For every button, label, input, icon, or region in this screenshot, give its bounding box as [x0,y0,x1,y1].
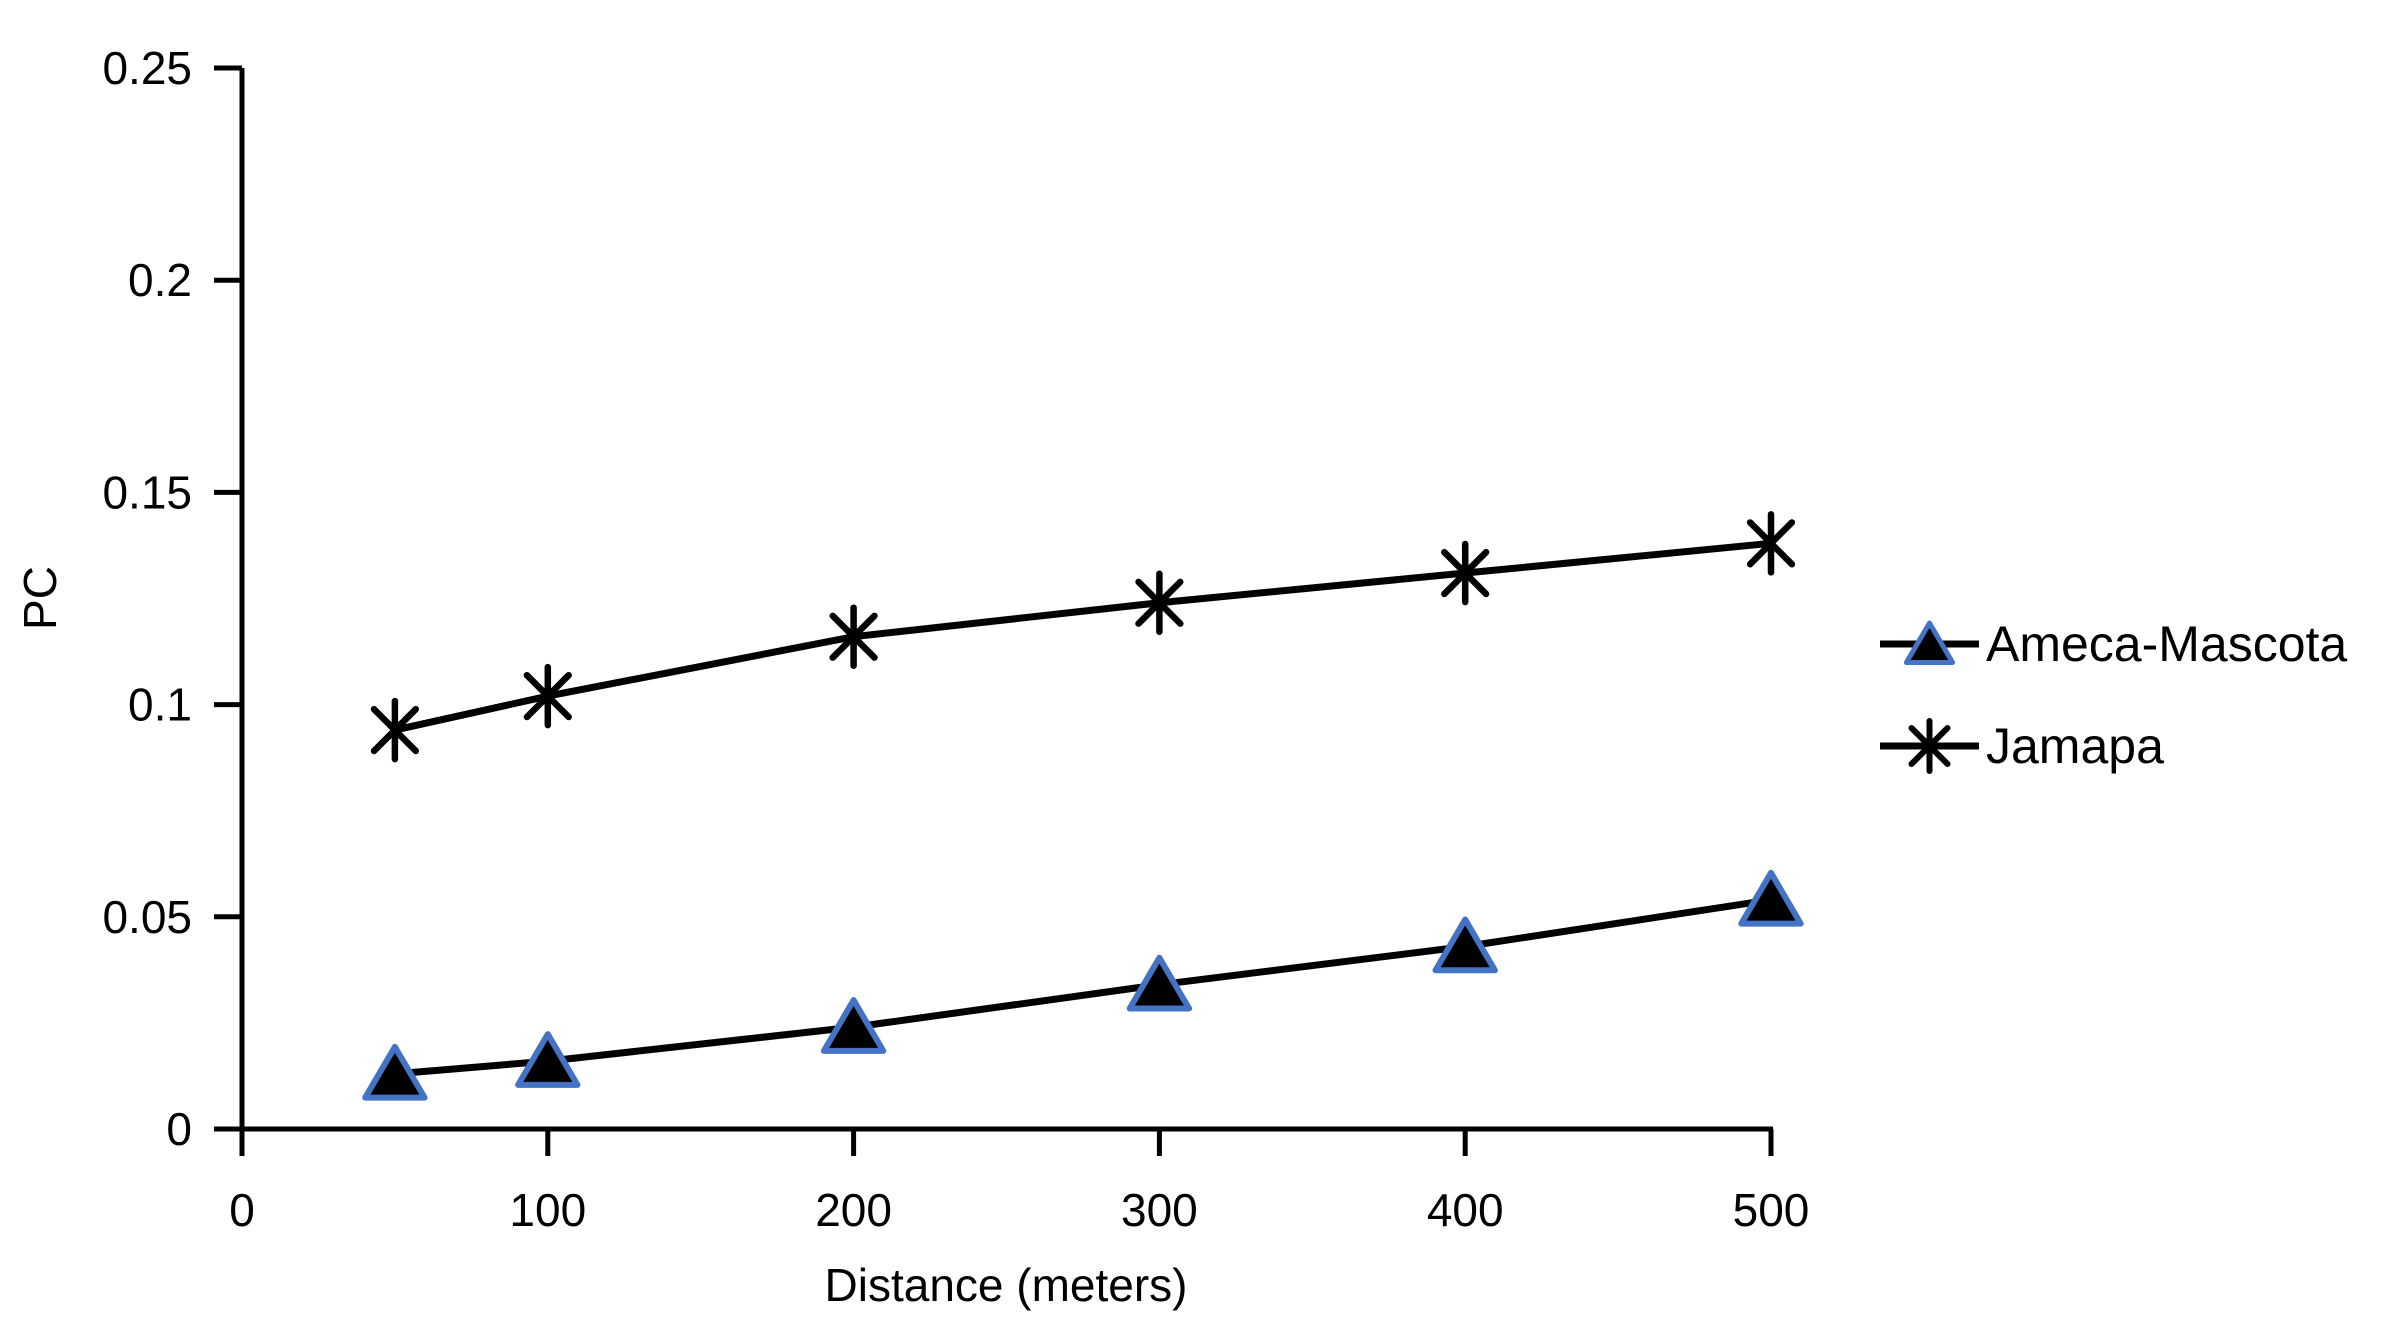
y-tick-label: 0 [166,1103,192,1155]
y-tick-label: 0.05 [102,891,192,943]
y-tick-label: 0.15 [102,466,192,518]
triangle-marker-icon [1738,869,1804,927]
triangle-marker-icon [820,997,887,1054]
x-tick-label: 300 [1121,1184,1198,1236]
triangle-marker-icon [1903,620,1956,665]
asterisk-marker-icon [1441,548,1490,598]
triangle-marker-icon [1126,954,1193,1012]
series-line-jamapa [394,539,1772,734]
x-axis-title: Distance (meters) [824,1259,1188,1311]
legend-label-jamapa: Jamapa [1986,718,2164,774]
asterisk-marker-icon [1908,725,1951,767]
asterisk-marker-icon [523,671,572,721]
x-tick-label: 400 [1427,1184,1504,1236]
y-tick-label: 0.2 [128,254,192,306]
y-axis-title: PC [14,566,66,630]
x-tick-label: 500 [1733,1184,1810,1236]
triangle-marker-icon [515,1031,581,1088]
triangle-marker-icon [362,1043,428,1101]
triangle-marker-icon [1432,916,1498,974]
asterisk-marker-icon [1135,578,1184,627]
y-tick-label: 0.1 [128,679,192,731]
y-tick-label: 0.25 [102,42,192,94]
x-tick-label: 100 [509,1184,586,1236]
asterisk-marker-icon [1746,519,1796,568]
asterisk-marker-icon [829,612,878,661]
asterisk-marker-icon [370,705,420,755]
legend-label-ameca-mascota: Ameca-Mascota [1986,616,2348,672]
x-tick-label: 200 [815,1184,892,1236]
series-line-ameca-mascota [394,896,1772,1078]
x-tick-label: 0 [229,1184,255,1236]
